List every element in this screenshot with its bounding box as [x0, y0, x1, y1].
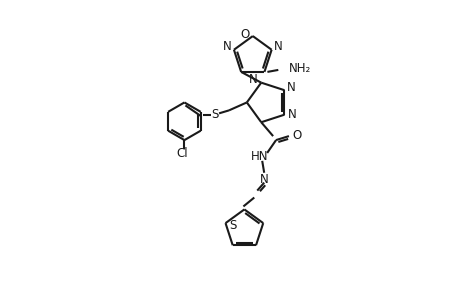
Text: N: N	[222, 40, 231, 53]
Text: N: N	[248, 73, 257, 86]
Text: N: N	[274, 40, 282, 53]
Text: N: N	[287, 108, 296, 121]
Text: Cl: Cl	[176, 148, 188, 160]
Text: S: S	[228, 219, 235, 232]
Text: N: N	[259, 173, 268, 186]
Text: NH₂: NH₂	[289, 62, 311, 75]
Text: HN: HN	[250, 150, 268, 164]
Text: O: O	[291, 129, 301, 142]
Text: S: S	[211, 108, 218, 121]
Text: N: N	[286, 81, 295, 94]
Text: O: O	[240, 28, 249, 40]
